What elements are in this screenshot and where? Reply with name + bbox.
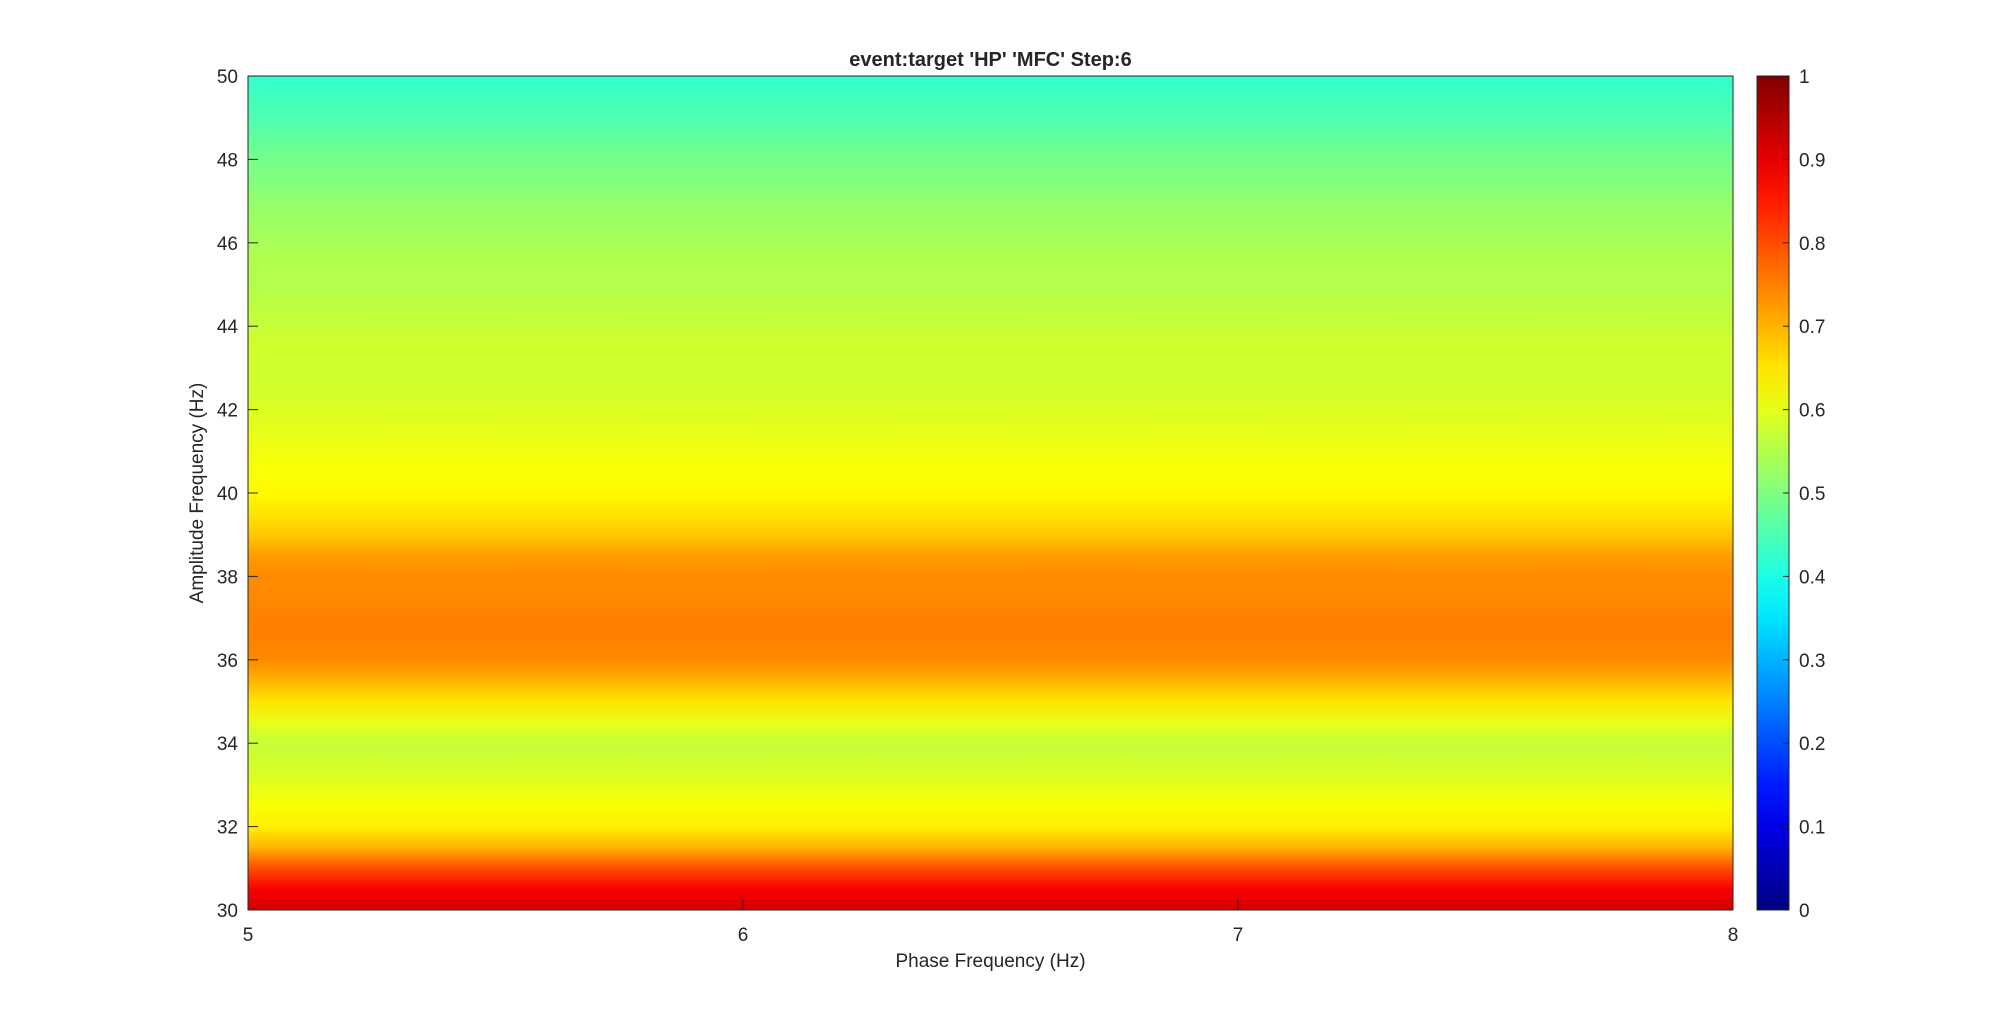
x-axis-label: Phase Frequency (Hz) <box>895 951 1085 972</box>
y-tick-label: 32 <box>217 818 238 839</box>
y-axis-label: Amplitude Frequency (Hz) <box>187 383 208 604</box>
colorbar-tick-label: 0.8 <box>1799 234 1825 255</box>
colorbar-tick-label: 0.9 <box>1799 150 1825 171</box>
y-tick-label: 46 <box>217 234 238 255</box>
x-tick-label: 7 <box>1233 925 1244 946</box>
heatmap-surface <box>248 76 1733 910</box>
x-tick-label: 8 <box>1728 925 1739 946</box>
colorbar-tick-label: 0.5 <box>1799 484 1825 505</box>
colorbar-tick-label: 0.4 <box>1799 567 1826 588</box>
chart-title: event:target 'HP' 'MFC' Step:6 <box>849 49 1131 71</box>
x-tick-label: 5 <box>243 925 254 946</box>
x-tick-label: 6 <box>738 925 749 946</box>
y-axis-ticks: 30 32 34 36 38 40 42 44 46 48 50 <box>217 67 258 922</box>
y-tick-label: 40 <box>217 484 238 505</box>
x-axis-ticks: 5 6 7 8 <box>243 900 1739 946</box>
y-tick-label: 36 <box>217 651 238 672</box>
colorbar-tick-label: 0.3 <box>1799 651 1825 672</box>
y-tick-label: 50 <box>217 67 238 88</box>
colorbar-tick-label: 0.6 <box>1799 401 1825 422</box>
y-tick-label: 30 <box>217 901 238 922</box>
colorbar-tick-label: 0 <box>1799 901 1810 922</box>
y-tick-label: 42 <box>217 401 238 422</box>
colorbar-tick-label: 1 <box>1799 67 1810 88</box>
y-tick-label: 48 <box>217 150 238 171</box>
colorbar-tick-label: 0.7 <box>1799 317 1825 338</box>
colorbar-tick-label: 0.2 <box>1799 734 1825 755</box>
y-tick-label: 38 <box>217 567 238 588</box>
y-tick-label: 34 <box>217 734 239 755</box>
colorbar-ticks: 0 0.1 0.2 0.3 0.4 0.5 0.6 0.7 0.8 0.9 1 <box>1783 67 1826 922</box>
colorbar-tick-label: 0.1 <box>1799 818 1825 839</box>
y-tick-label: 44 <box>217 317 239 338</box>
